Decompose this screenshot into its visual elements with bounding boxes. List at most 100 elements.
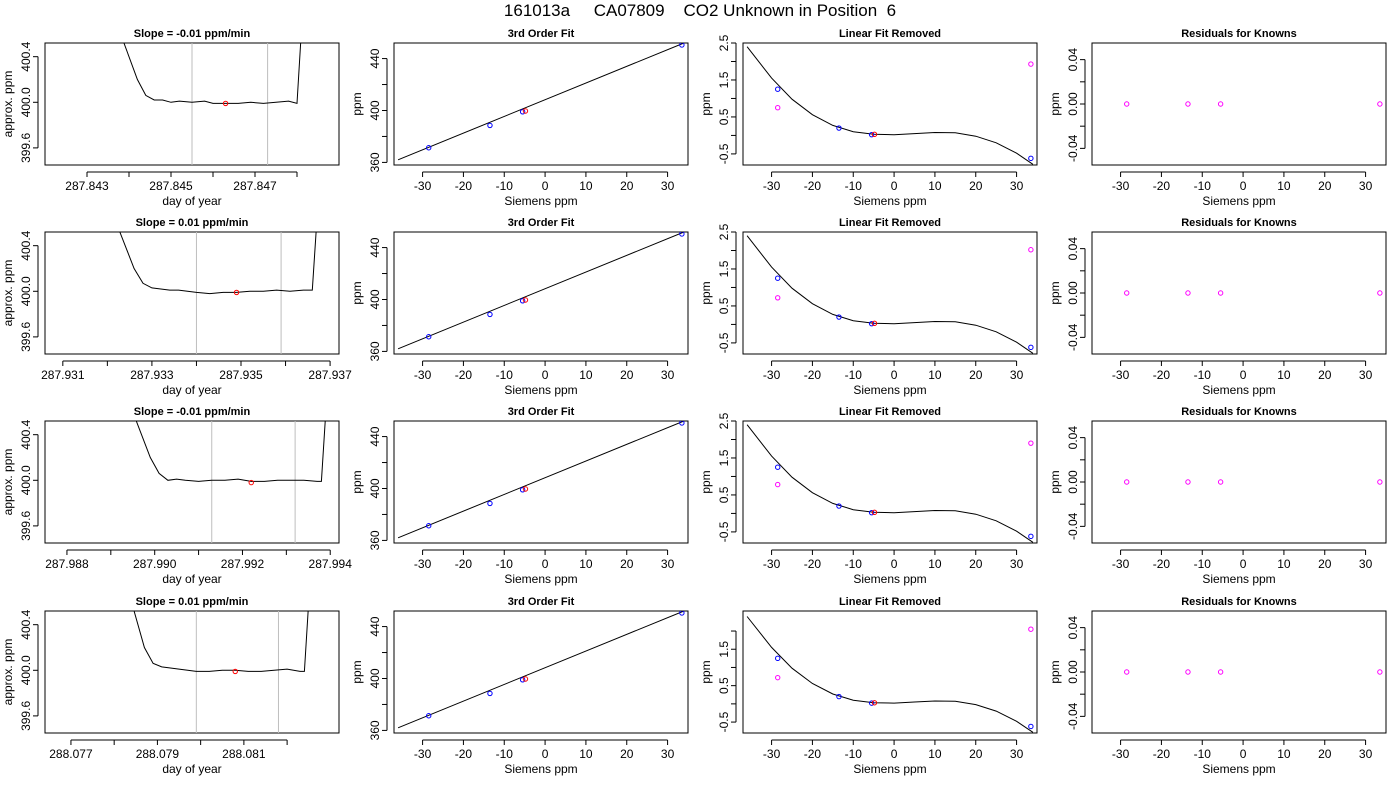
x-tick-label: 30 — [661, 557, 675, 571]
plot-area — [135, 421, 326, 543]
x-axis-title: Siemens ppm — [1202, 383, 1275, 397]
known-point — [868, 320, 875, 327]
x-tick-label: 30 — [1010, 747, 1024, 761]
x-tick-label: 288.077 — [49, 747, 93, 761]
unknown-point — [522, 108, 529, 114]
y-tick-label: 400.4 — [19, 419, 33, 449]
x-tick-label: -20 — [804, 368, 822, 382]
fit-line — [397, 421, 685, 539]
x-tick-label: -20 — [1153, 747, 1171, 761]
x-tick-label: 30 — [1359, 557, 1373, 571]
x-tick-label: -10 — [1194, 557, 1212, 571]
residual-point — [1377, 479, 1383, 485]
plot-frame — [1091, 42, 1387, 166]
residual-point — [1124, 669, 1130, 675]
x-tick-label: -20 — [455, 368, 473, 382]
x-tick-label: 0 — [891, 557, 898, 571]
x-tick-label: 287.845 — [149, 179, 193, 193]
x-tick-label: 30 — [1010, 368, 1024, 382]
x-tick-label: -20 — [455, 557, 473, 571]
y-tick-label: 1.5 — [717, 71, 731, 88]
x-tick-label: 20 — [1318, 368, 1332, 382]
x-tick-label: 20 — [969, 368, 983, 382]
x-axis-title: Siemens ppm — [1202, 572, 1275, 586]
plot-area — [123, 43, 302, 165]
panel-1-2: 3rd Order Fit -30 -20 -10 0 10 20 30 Siemens ppm… — [350, 28, 689, 208]
plot-area — [1124, 479, 1383, 485]
y-axis-title: ppm — [350, 470, 364, 493]
x-tick-label: 20 — [969, 747, 983, 761]
y-tick-label: 1.5 — [717, 260, 731, 277]
y-tick-label: 400.4 — [19, 230, 33, 260]
known-point — [836, 693, 842, 700]
x-tick-label: 30 — [1010, 557, 1024, 571]
y-tick-label: 400.0 — [19, 87, 33, 117]
x-tick-label: -20 — [1153, 368, 1171, 382]
x-tick-label: 20 — [969, 179, 983, 193]
plot-frame — [1091, 610, 1387, 734]
x-axis-title: Siemens ppm — [853, 383, 926, 397]
known-point — [836, 314, 842, 320]
y-tick-label: -0.04 — [1066, 323, 1080, 351]
x-tick-label: 30 — [661, 368, 675, 382]
x-tick-label: 287.992 — [221, 557, 265, 571]
panel-title: 3rd Order Fit — [508, 28, 575, 40]
y-tick-label: 400 — [368, 289, 382, 309]
y-tick-label: 1.5 — [717, 641, 731, 658]
y-tick-label: 0.5 — [717, 486, 731, 503]
residual-point — [1028, 626, 1034, 632]
x-axis-title: Siemens ppm — [853, 572, 926, 586]
fit-curve — [746, 235, 1034, 354]
y-tick-label: 0.00 — [1066, 660, 1080, 684]
known-point — [1028, 723, 1034, 730]
known-point — [426, 145, 432, 151]
x-tick-label: 288.081 — [222, 747, 266, 761]
x-tick-label: 10 — [1277, 557, 1291, 571]
x-tick-label: 287.988 — [45, 557, 89, 571]
known-point — [426, 713, 432, 719]
y-tick-label: 400 — [368, 668, 382, 688]
plot-area — [1124, 290, 1383, 296]
known-point — [519, 677, 526, 683]
x-tick-label: 287.994 — [309, 557, 353, 571]
x-axis-title: Siemens ppm — [853, 762, 926, 776]
series-trace — [123, 43, 302, 105]
x-axis-title: Siemens ppm — [504, 194, 577, 208]
y-axis-title: approx. ppm — [1, 449, 15, 516]
y-tick-label: 2.5 — [717, 223, 731, 240]
x-tick-label: 10 — [1277, 747, 1291, 761]
residual-point — [1217, 479, 1224, 485]
y-axis-title: ppm — [699, 281, 713, 304]
x-tick-label: 10 — [579, 179, 593, 193]
x-tick-label: 10 — [1277, 368, 1291, 382]
panel-title: 3rd Order Fit — [508, 406, 575, 418]
x-tick-label: 0 — [542, 747, 549, 761]
panel-2-1: Slope = 0.01 ppm/min 287.931 287.933 287.93… — [1, 217, 352, 397]
residual-point — [1217, 290, 1224, 296]
x-axis-title: Siemens ppm — [853, 194, 926, 208]
y-axis-title: ppm — [699, 470, 713, 493]
known-point — [1028, 344, 1034, 351]
known-point — [775, 275, 781, 281]
y-tick-label: 2.5 — [717, 412, 731, 429]
x-tick-label: 0 — [542, 368, 549, 382]
x-tick-label: 20 — [620, 557, 634, 571]
x-tick-label: 0 — [891, 747, 898, 761]
x-tick-label: 0 — [542, 557, 549, 571]
panel-title: Slope = 0.01 ppm/min — [136, 596, 249, 608]
x-tick-label: -10 — [845, 747, 863, 761]
panel-title: Slope = 0.01 ppm/min — [136, 217, 249, 229]
x-tick-label: -20 — [804, 747, 822, 761]
known-point — [868, 509, 875, 516]
x-tick-label: 20 — [620, 747, 634, 761]
x-tick-label: -10 — [845, 557, 863, 571]
y-tick-label: 0.00 — [1066, 281, 1080, 305]
y-axis-title: ppm — [1048, 281, 1062, 304]
known-point — [775, 464, 781, 470]
x-axis-title: Siemens ppm — [1202, 762, 1275, 776]
plot-area — [746, 235, 1034, 354]
x-tick-label: -20 — [1153, 179, 1171, 193]
fit-line — [397, 611, 685, 729]
y-tick-label: 360 — [368, 341, 382, 361]
